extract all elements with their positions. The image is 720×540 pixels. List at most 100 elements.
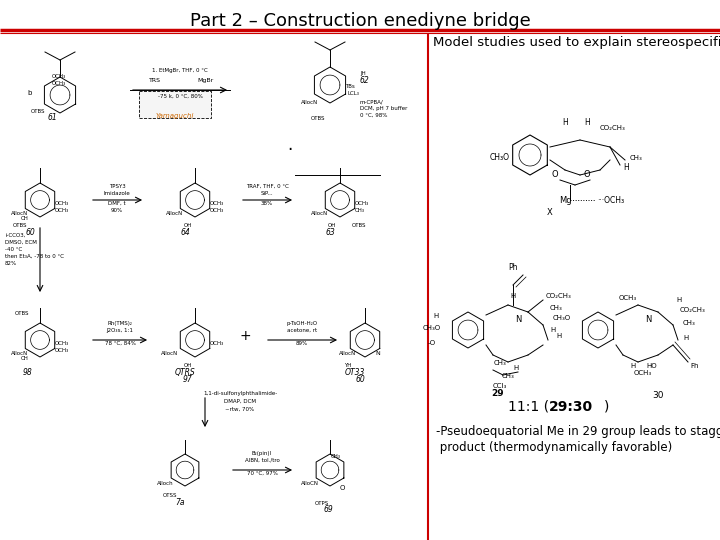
Text: CH₃: CH₃ [683,320,696,326]
Text: CH₃: CH₃ [502,373,514,379]
Text: Part 2 – Construction enediyne bridge: Part 2 – Construction enediyne bridge [189,12,531,30]
Text: H: H [584,118,590,127]
Text: m-CPBA/: m-CPBA/ [360,99,384,104]
Text: AllocN: AllocN [12,211,29,216]
Text: Fh: Fh [690,363,698,369]
Text: 69: 69 [323,505,333,514]
Text: TRAF, THF, 0 °C: TRAF, THF, 0 °C [246,184,289,189]
Text: J2O₃s, 1:1: J2O₃s, 1:1 [107,328,133,333]
Text: TPSY3: TPSY3 [109,184,125,189]
Text: H: H [433,313,438,319]
Text: Model studies used to explain stereospecificity: Model studies used to explain stereospec… [433,36,720,49]
Text: 62: 62 [360,76,370,85]
Text: TBs: TBs [345,84,355,89]
Text: OCH₃: OCH₃ [55,341,69,346]
Text: CH₃O: CH₃O [553,315,571,321]
Text: 1. EtMgBr, THF, 0 °C: 1. EtMgBr, THF, 0 °C [152,68,208,73]
Text: CH₃: CH₃ [550,305,563,311]
Text: CH₃: CH₃ [331,454,341,459]
Text: i-CCO3,: i-CCO3, [5,233,25,238]
Text: p-TsOH-H₂O: p-TsOH-H₂O [287,321,318,326]
Text: 1,1-di-sulfonylphthalimide-: 1,1-di-sulfonylphthalimide- [203,391,277,396]
Text: 64: 64 [180,228,190,237]
Text: Ph: Ph [508,263,518,272]
Text: 98: 98 [23,368,33,377]
Text: ···OCH₃: ···OCH₃ [597,196,624,205]
Text: Alloch: Alloch [157,481,174,486]
Text: HO: HO [646,363,657,369]
Text: N: N [645,315,651,324]
Text: CO₂CH₃: CO₂CH₃ [600,125,626,131]
Text: AllocN: AllocN [12,351,29,356]
Text: -40 °C: -40 °C [5,247,22,252]
Text: DMAP, DCM: DMAP, DCM [224,399,256,404]
Text: OH: OH [184,363,192,368]
Text: CH₃O: CH₃O [490,153,510,162]
Text: DCM, pH 7 buffer: DCM, pH 7 buffer [360,106,408,111]
Text: OH: OH [328,223,336,228]
Text: ~rtw, 70%: ~rtw, 70% [225,407,255,412]
Text: MgBr: MgBr [197,78,213,83]
Text: AllocN: AllocN [339,351,356,356]
Text: N: N [375,351,379,356]
Text: CH₃: CH₃ [494,360,506,366]
Text: 0 °C, 98%: 0 °C, 98% [360,113,387,118]
Text: OCH₃: OCH₃ [210,341,225,346]
Text: B₂(pin)I: B₂(pin)I [252,451,272,456]
Text: CCl₃: CCl₃ [493,383,507,389]
Text: CH₃: CH₃ [630,155,643,161]
Text: H: H [513,365,518,371]
Text: CO₂CH₃: CO₂CH₃ [546,293,572,299]
Text: OT33: OT33 [345,368,365,377]
Text: O: O [552,170,558,179]
Text: OCH₃: OCH₃ [55,201,69,206]
Text: CO₂CH₃: CO₂CH₃ [680,307,706,313]
Text: Rh(TMS)₂: Rh(TMS)₂ [107,321,132,326]
Text: 29: 29 [492,389,504,398]
Text: LCL₃: LCL₃ [348,91,360,96]
Text: OTBS: OTBS [311,116,325,121]
Text: AllocN: AllocN [302,100,319,105]
Text: DMSO, ECM: DMSO, ECM [5,240,37,245]
Text: CH: CH [21,216,29,221]
Text: AllocN: AllocN [161,351,179,356]
Text: CH: CH [21,356,29,361]
Text: 30: 30 [652,391,664,400]
Text: 78 °C, 84%: 78 °C, 84% [104,341,135,346]
Text: 70 °C, 97%: 70 °C, 97% [246,471,277,476]
Text: X: X [547,208,553,217]
Text: SiP...: SiP... [261,191,274,196]
Text: AIBN, tol./tro: AIBN, tol./tro [245,458,279,463]
Text: OCH₃: OCH₃ [355,201,369,206]
Text: OCH₃: OCH₃ [210,201,225,206]
Text: TRS: TRS [149,78,161,83]
Text: -Pseudoequatorial Me in 29 group leads to staggered: -Pseudoequatorial Me in 29 group leads t… [436,425,720,438]
Text: 38%: 38% [261,201,273,206]
Text: 29:30: 29:30 [549,400,593,414]
Text: AlloCN: AlloCN [301,481,319,486]
Text: O: O [340,485,346,491]
Text: H: H [562,118,568,127]
Text: 7a: 7a [175,498,185,507]
Text: 90%: 90% [111,208,123,213]
Text: CH₃: CH₃ [355,208,365,213]
Text: -O: -O [428,340,436,346]
Text: ·: · [287,141,292,159]
Text: OTBS: OTBS [13,223,27,228]
Text: +: + [239,329,251,343]
Text: 60: 60 [25,228,35,237]
Text: Imidazole: Imidazole [104,191,130,196]
Text: OTSS: OTSS [163,493,177,498]
Text: OCH₃: OCH₃ [55,348,69,353]
Text: OTBS: OTBS [352,223,366,228]
Text: OCH₃: OCH₃ [619,295,637,301]
Text: -75 k, 0 °C, 80%: -75 k, 0 °C, 80% [158,94,202,99]
Text: product (thermodynamically favorable): product (thermodynamically favorable) [436,441,672,454]
Text: 89%: 89% [296,341,308,346]
Text: OH: OH [184,223,192,228]
Text: OCH₃: OCH₃ [52,81,66,86]
Text: H: H [550,327,555,333]
Text: H: H [556,333,562,339]
Text: OCH₃: OCH₃ [52,74,66,79]
Text: 11:1 (: 11:1 ( [508,400,549,414]
